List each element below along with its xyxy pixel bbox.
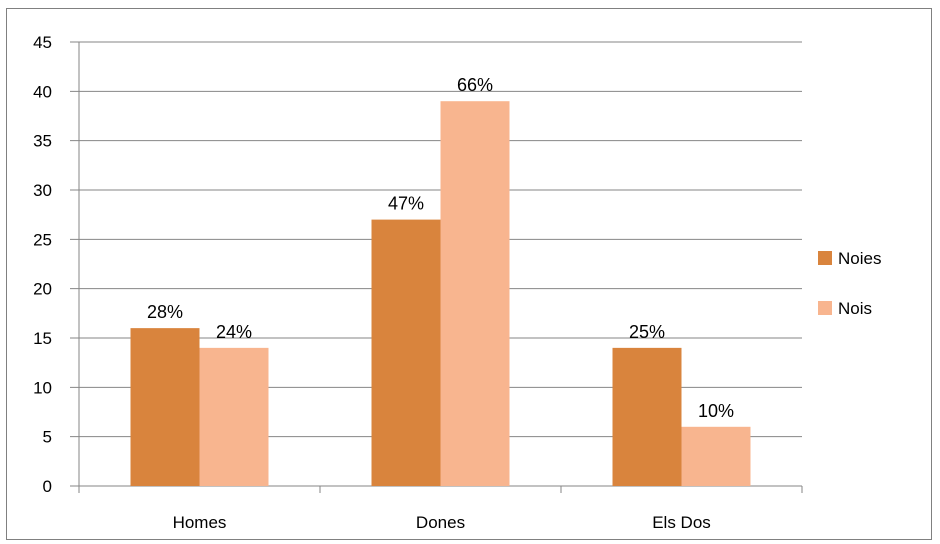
bar bbox=[130, 328, 200, 486]
data-label: 28% bbox=[147, 302, 183, 322]
legend-swatch bbox=[818, 251, 832, 265]
y-tick-label: 30 bbox=[33, 181, 52, 200]
x-tick-label: Homes bbox=[173, 513, 227, 532]
legend: Noies Nois bbox=[818, 249, 881, 318]
legend-label: Nois bbox=[838, 299, 872, 318]
bar bbox=[440, 101, 510, 486]
legend-label: Noies bbox=[838, 249, 881, 268]
y-tick-label: 45 bbox=[33, 33, 52, 52]
legend-swatch bbox=[818, 301, 832, 315]
y-tick-label: 5 bbox=[43, 428, 52, 447]
y-tick-label: 20 bbox=[33, 280, 52, 299]
data-label: 47% bbox=[388, 194, 424, 214]
bar bbox=[199, 347, 269, 486]
data-labels: 28% 24% 47% 66% 25% 10% bbox=[147, 75, 734, 421]
bar bbox=[612, 347, 682, 486]
data-label: 10% bbox=[698, 401, 734, 421]
y-tick-label: 10 bbox=[33, 378, 52, 397]
x-tick-label: Els Dos bbox=[652, 513, 711, 532]
y-tick-label: 0 bbox=[43, 477, 52, 496]
axes: 0 5 10 15 20 25 30 35 40 45 Homes Dones Els Dos bbox=[33, 33, 803, 532]
y-tick-label: 40 bbox=[33, 82, 52, 101]
y-tick-label: 25 bbox=[33, 230, 52, 249]
bars bbox=[130, 101, 751, 486]
bar bbox=[371, 219, 441, 486]
data-label: 24% bbox=[216, 322, 252, 342]
x-tick-label: Dones bbox=[416, 513, 465, 532]
data-label: 25% bbox=[629, 322, 665, 342]
data-label: 66% bbox=[457, 75, 493, 95]
y-tick-label: 15 bbox=[33, 329, 52, 348]
y-tick-label: 35 bbox=[33, 132, 52, 151]
bar bbox=[681, 426, 751, 486]
